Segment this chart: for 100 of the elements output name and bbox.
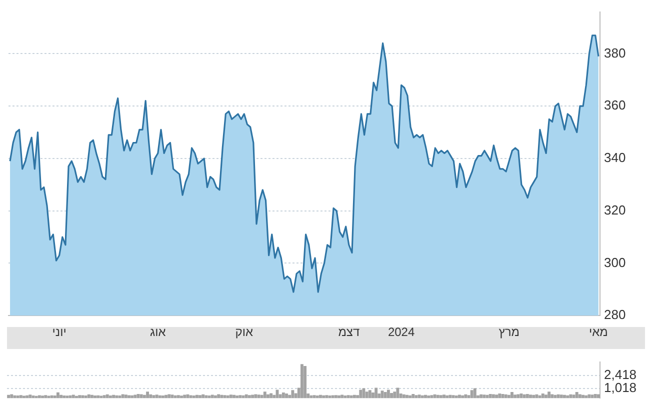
y-tick-label: 280: [604, 307, 626, 322]
bar: [516, 394, 520, 398]
bar: [56, 392, 60, 398]
bar: [396, 388, 400, 398]
bar: [291, 390, 294, 398]
bar: [102, 395, 106, 398]
bar: [158, 395, 162, 398]
bar: [535, 394, 538, 398]
bar: [142, 394, 146, 398]
bar: [257, 394, 260, 398]
bar: [560, 394, 563, 398]
bar: [19, 395, 22, 398]
bar: [248, 395, 251, 398]
bar: [482, 394, 486, 398]
bar: [87, 394, 90, 398]
bar: [60, 394, 63, 398]
x-tick-label: מרץ: [498, 325, 520, 340]
bar: [374, 388, 378, 398]
bar: [346, 395, 350, 398]
bar: [149, 394, 152, 398]
bar: [10, 394, 14, 398]
bar: [130, 395, 134, 398]
bar: [208, 396, 211, 398]
bar: [238, 395, 242, 398]
bar: [566, 395, 570, 398]
bar: [584, 395, 588, 398]
bar: [322, 395, 326, 398]
bar: [594, 394, 597, 398]
bar: [430, 395, 434, 398]
x-tick-label: אוק: [235, 325, 254, 340]
bar: [244, 394, 248, 398]
bar: [473, 388, 476, 398]
bar: [408, 395, 412, 398]
bar: [470, 390, 474, 398]
bar: [192, 395, 196, 398]
bar: [217, 394, 220, 398]
bar: [236, 395, 239, 398]
y-tick-label: 340: [604, 150, 626, 166]
bar: [220, 394, 224, 398]
bar: [393, 392, 396, 398]
bar: [488, 394, 492, 398]
bar: [340, 394, 344, 398]
x-tick-label: דצמ: [338, 325, 360, 340]
bar: [541, 393, 544, 398]
bar: [532, 394, 536, 398]
bar: [350, 395, 353, 398]
bar: [544, 394, 548, 398]
bar: [282, 392, 285, 398]
bar: [554, 394, 557, 398]
bar: [226, 395, 230, 398]
bar: [186, 394, 190, 398]
bar: [316, 396, 319, 398]
bar: [325, 395, 328, 398]
bar: [152, 395, 156, 398]
bar: [304, 366, 307, 398]
bar: [548, 392, 551, 398]
bar: [344, 395, 347, 398]
bar: [480, 394, 483, 398]
y-tick-label: 1,018: [604, 380, 637, 396]
bar: [420, 395, 424, 398]
y-tick-label: 380: [604, 45, 626, 60]
bar: [510, 392, 514, 398]
bar: [386, 390, 390, 398]
bar: [68, 395, 72, 398]
y-tick-label: 320: [604, 202, 626, 218]
bar: [260, 394, 264, 398]
bar: [47, 396, 50, 398]
bar: [174, 395, 177, 398]
bar: [522, 394, 526, 398]
bar: [384, 392, 387, 398]
bar: [254, 394, 258, 398]
bar: [62, 395, 66, 398]
bar: [359, 390, 362, 398]
bar: [202, 394, 205, 398]
bar: [16, 396, 20, 398]
bar: [569, 394, 572, 398]
bar: [436, 394, 440, 398]
bar: [498, 393, 502, 398]
bar: [72, 394, 75, 398]
bar: [183, 394, 186, 398]
bar: [134, 394, 137, 398]
bar: [7, 394, 10, 398]
bar: [180, 396, 183, 398]
bar: [514, 394, 517, 398]
y-tick-label: 300: [604, 254, 626, 270]
bar: [550, 394, 554, 398]
bar: [504, 394, 508, 398]
bar: [155, 394, 158, 398]
bar: [507, 394, 510, 398]
bar: [266, 394, 270, 398]
bar: [439, 395, 442, 398]
bar: [596, 394, 600, 398]
bar: [41, 396, 44, 398]
bar: [461, 395, 464, 398]
bar: [556, 394, 560, 398]
x-tick-label: 2024: [388, 325, 415, 340]
bar: [140, 394, 143, 398]
bar: [210, 394, 214, 398]
bar: [109, 396, 112, 398]
bar: [526, 394, 529, 398]
